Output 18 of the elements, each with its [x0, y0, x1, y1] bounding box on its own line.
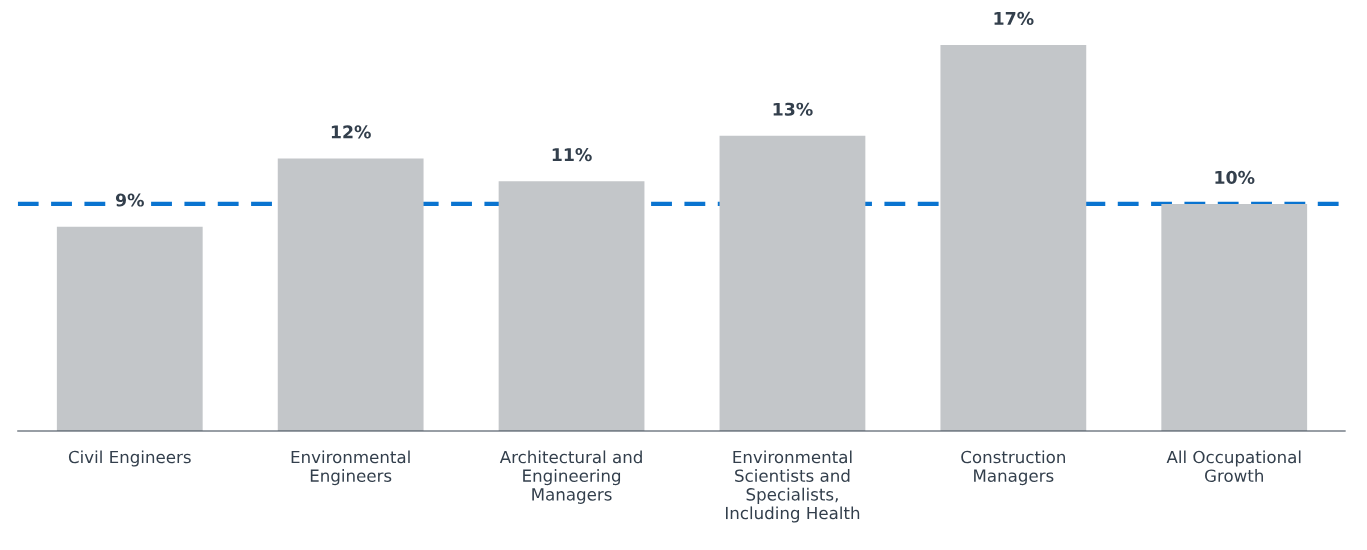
bar: [719, 135, 866, 431]
data-label: 12%: [331, 125, 371, 139]
x-tick-label: Construction Managers: [961, 450, 1065, 486]
data-label: 10%: [1215, 170, 1255, 184]
data-label: 17%: [994, 11, 1034, 25]
x-tick-label: Environmental Scientists and Specialists, Including Health: [725, 450, 860, 523]
bar: [277, 158, 424, 431]
bar: [1161, 203, 1308, 431]
data-label: 13%: [773, 102, 813, 116]
x-tick-label: Architectural and Engineering Managers: [499, 450, 642, 504]
bar: [56, 226, 203, 431]
x-tick-label: All Occupational Growth: [1166, 450, 1301, 482]
bar: [498, 181, 645, 431]
data-label: 9%: [115, 193, 144, 207]
x-tick-label: Civil Engineers: [68, 450, 191, 467]
x-tick-label: Environmental Engineers: [291, 450, 410, 486]
bar: [940, 45, 1087, 431]
data-label: 11%: [552, 148, 592, 162]
